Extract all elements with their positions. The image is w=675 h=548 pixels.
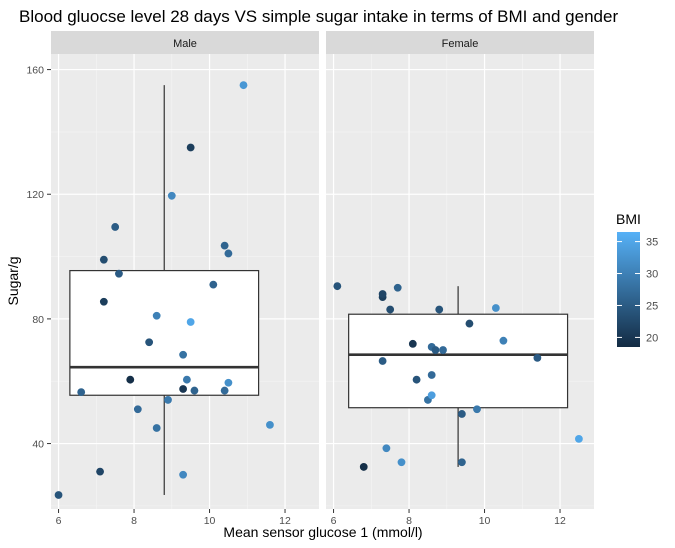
data-point <box>427 391 436 400</box>
data-point <box>435 305 444 314</box>
facet-label-male: Male <box>173 38 197 50</box>
data-point <box>457 410 466 418</box>
box-iqr <box>69 269 260 396</box>
data-point <box>431 346 440 354</box>
x-tick-label: 12 <box>279 515 291 527</box>
y-tick-label: 80 <box>32 314 44 326</box>
facet-strip-female <box>326 31 594 54</box>
data-point <box>359 463 368 471</box>
bmi-legend: BMI 20 25 30 35 <box>616 211 658 347</box>
plot-panel-female <box>326 54 594 509</box>
data-point <box>378 357 387 365</box>
x-axis: 6 8 10 12 6 8 10 12 <box>56 509 566 527</box>
data-point <box>77 388 86 397</box>
data-point <box>220 386 229 395</box>
data-point <box>239 81 248 90</box>
data-point <box>111 223 120 231</box>
data-point <box>182 375 191 384</box>
data-point <box>220 241 229 250</box>
data-point <box>186 143 195 152</box>
data-point <box>333 282 342 291</box>
legend-tick-label: 30 <box>646 269 658 281</box>
data-point <box>99 255 108 264</box>
boxplot-male <box>69 85 260 495</box>
facet-strip-male <box>51 31 319 54</box>
data-point <box>575 434 583 443</box>
y-tick-label: 40 <box>32 439 44 451</box>
y-axis: 40 80 120 160 <box>26 65 51 451</box>
data-point <box>115 269 123 278</box>
data-point <box>179 350 188 359</box>
data-point <box>152 424 161 432</box>
data-point <box>266 420 274 429</box>
chart-title: Blood gluocse level 28 days VS simple su… <box>19 7 618 26</box>
y-axis-title: Sugar/g <box>5 256 21 305</box>
legend-tick-label: 35 <box>646 237 658 249</box>
legend-ticks: 20 25 30 35 <box>617 237 658 344</box>
data-point <box>491 304 500 312</box>
facet-panel-male: Male <box>51 31 319 509</box>
legend-tick-label: 25 <box>646 300 658 312</box>
data-point <box>382 444 391 453</box>
data-point <box>427 371 436 379</box>
points-male <box>54 81 274 499</box>
data-point <box>54 491 63 499</box>
data-point <box>96 467 104 476</box>
points-female <box>333 282 583 471</box>
data-point <box>393 283 402 292</box>
data-point <box>386 305 395 314</box>
y-tick-label: 160 <box>26 65 44 77</box>
x-tick-label: 6 <box>331 515 337 527</box>
data-point <box>209 280 218 289</box>
data-point <box>167 191 176 200</box>
x-tick-label: 12 <box>554 515 566 527</box>
data-point <box>224 378 233 387</box>
data-point <box>152 311 161 320</box>
legend-colorbar <box>617 232 640 347</box>
data-point <box>179 385 188 393</box>
data-point <box>378 290 387 298</box>
data-point <box>126 375 135 384</box>
data-point <box>186 318 195 326</box>
data-point <box>473 405 481 414</box>
facet-panel-female: Female <box>326 31 594 509</box>
data-point <box>439 346 447 354</box>
x-tick-label: 8 <box>406 515 412 527</box>
legend-tick-label: 20 <box>646 332 658 344</box>
data-point <box>412 375 421 384</box>
data-point <box>179 470 188 479</box>
data-point <box>145 338 154 347</box>
x-tick-label: 8 <box>131 515 137 527</box>
x-tick-label: 6 <box>56 515 62 527</box>
data-point <box>533 353 542 362</box>
data-point <box>99 297 108 306</box>
x-tick-label: 10 <box>479 515 491 527</box>
x-axis-title: Mean sensor glucose 1 (mmol/l) <box>223 524 422 540</box>
data-point <box>457 458 466 467</box>
data-point <box>164 396 172 404</box>
facet-label-female: Female <box>442 38 479 50</box>
data-point <box>465 319 474 328</box>
data-point <box>397 458 406 467</box>
data-point <box>499 336 508 345</box>
data-point <box>408 339 417 348</box>
data-point <box>224 249 233 258</box>
legend-title: BMI <box>616 211 641 227</box>
data-point <box>133 405 142 414</box>
data-point <box>190 386 199 395</box>
y-tick-label: 120 <box>26 189 44 201</box>
x-tick-label: 10 <box>204 515 216 527</box>
